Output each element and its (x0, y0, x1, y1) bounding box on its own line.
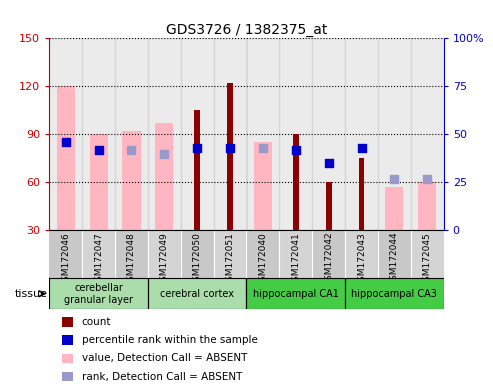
Text: GSM172050: GSM172050 (193, 232, 202, 287)
Point (423, 175, 431, 182)
Text: GSM172047: GSM172047 (94, 232, 103, 286)
FancyBboxPatch shape (62, 372, 73, 381)
Text: rank, Detection Call = ABSENT: rank, Detection Call = ABSENT (82, 372, 242, 382)
Text: GSM172048: GSM172048 (127, 232, 136, 286)
Bar (246, 230, 280, 278)
Bar (246, 38, 280, 230)
Bar (358, 158, 364, 230)
Bar (312, 38, 345, 230)
Text: GSM172046: GSM172046 (61, 232, 70, 286)
Bar (312, 230, 345, 278)
Bar (148, 230, 181, 278)
Text: GSM172045: GSM172045 (423, 232, 432, 286)
Text: value, Detection Call = ABSENT: value, Detection Call = ABSENT (82, 353, 247, 364)
Bar (411, 230, 444, 278)
Text: percentile rank within the sample: percentile rank within the sample (82, 335, 258, 345)
Bar (293, 134, 299, 230)
Bar (115, 230, 148, 278)
Bar (49, 230, 82, 278)
Point (325, 160, 333, 166)
Text: cerebral cortex: cerebral cortex (160, 289, 234, 299)
Bar (194, 111, 200, 230)
Point (390, 175, 398, 182)
Text: GSM172051: GSM172051 (226, 232, 235, 287)
FancyBboxPatch shape (62, 336, 73, 345)
Point (226, 145, 234, 151)
Bar (49, 278, 148, 309)
Bar (378, 38, 411, 230)
Bar (345, 230, 378, 278)
Bar (148, 278, 246, 309)
Point (259, 145, 267, 151)
Bar (378, 230, 411, 278)
Text: GSM172044: GSM172044 (390, 232, 399, 286)
Text: count: count (82, 317, 111, 327)
Bar (181, 38, 213, 230)
Text: GSM172040: GSM172040 (258, 232, 267, 286)
Bar (90, 134, 107, 230)
Text: GSM172041: GSM172041 (291, 232, 300, 286)
Bar (213, 230, 246, 278)
Bar (115, 38, 148, 230)
Text: tissue: tissue (15, 289, 48, 299)
Bar (386, 187, 403, 230)
Bar (345, 278, 444, 309)
Text: cerebellar
granular layer: cerebellar granular layer (64, 283, 133, 305)
Bar (49, 38, 82, 230)
Bar (82, 38, 115, 230)
Bar (280, 38, 312, 230)
FancyBboxPatch shape (62, 354, 73, 363)
Point (128, 147, 136, 153)
Point (95, 147, 103, 153)
Point (160, 151, 168, 157)
Bar (148, 38, 181, 230)
Bar (57, 86, 75, 230)
Bar (418, 182, 436, 230)
Bar (213, 38, 246, 230)
Point (62, 139, 70, 145)
Text: GSM172043: GSM172043 (357, 232, 366, 286)
Title: GDS3726 / 1382375_at: GDS3726 / 1382375_at (166, 23, 327, 37)
FancyBboxPatch shape (62, 317, 73, 327)
Bar (411, 38, 444, 230)
Bar (246, 278, 345, 309)
Bar (227, 83, 233, 230)
Bar (155, 123, 174, 230)
Text: hippocampal CA3: hippocampal CA3 (352, 289, 437, 299)
Bar (326, 182, 332, 230)
Text: GSM172042: GSM172042 (324, 232, 333, 286)
Bar (122, 131, 141, 230)
Bar (345, 38, 378, 230)
Point (357, 145, 365, 151)
Text: hippocampal CA1: hippocampal CA1 (253, 289, 339, 299)
Bar (254, 142, 272, 230)
Point (193, 145, 201, 151)
Bar (280, 230, 312, 278)
Bar (181, 230, 213, 278)
Text: GSM172049: GSM172049 (160, 232, 169, 286)
Point (292, 147, 300, 153)
Bar (82, 230, 115, 278)
